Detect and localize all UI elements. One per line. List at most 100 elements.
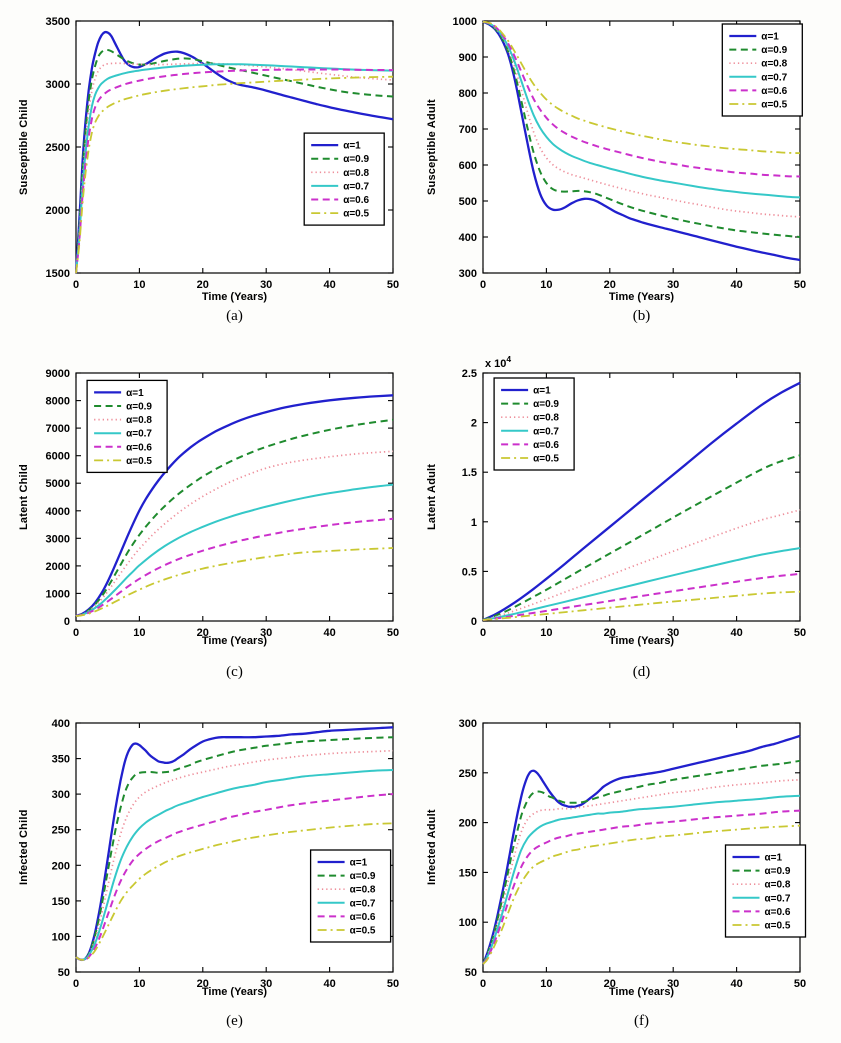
- series-lines: [482, 734, 801, 965]
- legend-label-α=0.5: α=0.5: [343, 209, 369, 220]
- y-tick-label: 0.5: [462, 566, 477, 578]
- series-line-α=0.7: [482, 794, 801, 965]
- subplot-caption-e: (e): [226, 1013, 243, 1029]
- y-tick-label: 100: [52, 931, 70, 943]
- plot-canvas-a: 0 10 20 30 40 5015002000250030003500α=1α=0.9α…: [46, 16, 400, 291]
- legend: α=1 α=0.9 α=0.8 α=0.7 α=0.6 α=0.5: [493, 377, 575, 471]
- y-tick-label: 150: [52, 896, 70, 908]
- subplot-d: 0 10 20 30 40 50 0 0.5 1 1.5 2 2.5 x 104 α=1 α=0.9 α=0.…: [420, 330, 841, 690]
- x-tick-label: 0: [73, 978, 79, 990]
- y-tick-label: 900: [459, 52, 477, 64]
- y-tick-label: 300: [52, 789, 70, 801]
- x-tick-label: 40: [730, 279, 742, 291]
- y-tick-label: 7000: [46, 423, 70, 435]
- series-line-α=0.6: [75, 793, 394, 961]
- y-tick-label: 0: [64, 616, 70, 628]
- x-tick-label: 40: [323, 978, 335, 990]
- x-tick-label: 0: [73, 279, 79, 291]
- subplot-a: 0 10 20 30 40 50 1500 2000 2500 3000 3500 α=1 α=0.9 α…: [0, 0, 420, 330]
- x-axis-label-d: Time (Years): [608, 635, 675, 647]
- x-tick-label: 20: [604, 279, 616, 291]
- subplot-caption-f: (f): [634, 1013, 649, 1029]
- series-line-α=0.7: [482, 547, 801, 621]
- legend-label-α=0.7: α=0.7: [533, 426, 559, 437]
- y-tick-label: 2000: [46, 205, 70, 217]
- x-tick-label: 30: [667, 627, 679, 639]
- series-line-α=0.5: [75, 75, 394, 274]
- plot-canvas-c: 0 10 20 30 40 50 0 1000 2000 3000 4000 5000 6000 7000…: [46, 368, 400, 639]
- series-line-α=0.8: [482, 778, 801, 965]
- series-lines: [482, 20, 801, 262]
- x-tick-label: 30: [260, 279, 272, 291]
- series-line-α=0.9: [482, 454, 801, 621]
- series-line-α=1: [75, 726, 394, 962]
- y-axis-label-a: Susceptible Child: [18, 99, 30, 195]
- legend-label-α=0.9: α=0.9: [761, 45, 787, 56]
- legend-label-α=0.9: α=0.9: [126, 402, 152, 413]
- subplot-caption-d: (d): [632, 664, 651, 680]
- axis-ticks: 0 10 20 30 40 50 0 1000 2000 3000 4000 5000 6000 7000…: [46, 368, 400, 639]
- x-tick-label: 30: [667, 279, 679, 291]
- legend-label-α=0.9: α=0.9: [765, 866, 791, 877]
- series-line-α=0.8: [75, 450, 394, 617]
- legend-label-α=0.5: α=0.5: [126, 456, 152, 467]
- series-lines: [482, 381, 801, 622]
- legend-label-α=0.8: α=0.8: [350, 885, 376, 896]
- y-tick-label: 1500: [46, 268, 70, 280]
- x-tick-label: 0: [480, 627, 486, 639]
- y-axis-label-f: Infected Adult: [426, 809, 438, 886]
- y-tick-label: 800: [459, 88, 477, 100]
- plot-canvas-f: 0 10 20 30 40 50 50 100 150 200 250 300 α=1 α=0.9 α=0.…: [459, 718, 807, 990]
- x-tick-label: 30: [667, 978, 679, 990]
- y-tick-label: 3500: [46, 16, 70, 28]
- x-tick-label: 20: [197, 279, 209, 291]
- legend-label-α=1: α=1: [126, 388, 144, 399]
- legend-label-α=0.5: α=0.5: [350, 926, 376, 937]
- legend-box: [493, 377, 575, 471]
- x-tick-label: 50: [794, 978, 806, 990]
- y-tick-label: 350: [52, 754, 70, 766]
- y-axis-label-d: Latent Adult: [426, 463, 438, 531]
- plot-canvas-b: 0 10 20 30 40 503004005006007008009001000α=1α…: [453, 16, 807, 291]
- legend-label-α=0.9: α=0.9: [343, 154, 369, 165]
- axis-ticks: 0 10 20 30 40 50 300 400 500 600 700 800 900 1000: [453, 16, 807, 291]
- series-line-α=0.7: [75, 769, 394, 961]
- series-line-α=0.7: [75, 483, 394, 617]
- series-line-α=1: [75, 30, 394, 274]
- y-axis-label-e: Infected Child: [18, 809, 30, 886]
- y-tick-label: 50: [465, 967, 477, 979]
- legend-label-α=0.6: α=0.6: [350, 912, 376, 923]
- legend-label-α=0.7: α=0.7: [761, 72, 787, 83]
- series-line-α=0.5: [75, 822, 394, 961]
- y-tick-label: 400: [459, 232, 477, 244]
- y-tick-label: 150: [459, 867, 477, 879]
- x-tick-label: 40: [730, 627, 742, 639]
- legend-box: [303, 132, 385, 226]
- subplot-caption-c: (c): [226, 664, 243, 680]
- legend-box: [86, 379, 168, 474]
- legend-label-α=0.5: α=0.5: [765, 921, 791, 932]
- y-tick-label: 2: [471, 418, 477, 430]
- y-tick-label: 1000: [453, 16, 477, 28]
- y-tick-label: 50: [58, 967, 70, 979]
- series-line-α=0.9: [482, 759, 801, 965]
- y-tick-label: 4000: [46, 506, 70, 518]
- legend-label-α=0.8: α=0.8: [126, 415, 152, 426]
- x-tick-label: 20: [604, 627, 616, 639]
- x-tick-label: 30: [260, 978, 272, 990]
- axis-ticks: 0 10 20 30 40 50 1500 2000 2500 3000 3500: [46, 16, 400, 291]
- legend-label-α=0.8: α=0.8: [533, 413, 559, 424]
- legend-label-α=0.6: α=0.6: [765, 907, 791, 918]
- legend-label-α=0.6: α=0.6: [761, 86, 787, 97]
- x-tick-label: 0: [480, 978, 486, 990]
- axis-ticks: 0 10 20 30 40 50 50 100 150 200 250 300 350 400: [52, 718, 399, 990]
- y-tick-label: 6000: [46, 451, 70, 463]
- legend: α=1 α=0.9 α=0.8 α=0.7 α=0.6 α=0.5: [303, 132, 385, 226]
- x-tick-label: 50: [794, 627, 806, 639]
- y-axis-label-b: Susceptible Adult: [426, 99, 438, 195]
- series-line-α=0.6: [75, 517, 394, 617]
- legend-label-α=0.6: α=0.6: [533, 440, 559, 451]
- legend-label-α=1: α=1: [350, 858, 368, 869]
- x-tick-label: 50: [387, 279, 399, 291]
